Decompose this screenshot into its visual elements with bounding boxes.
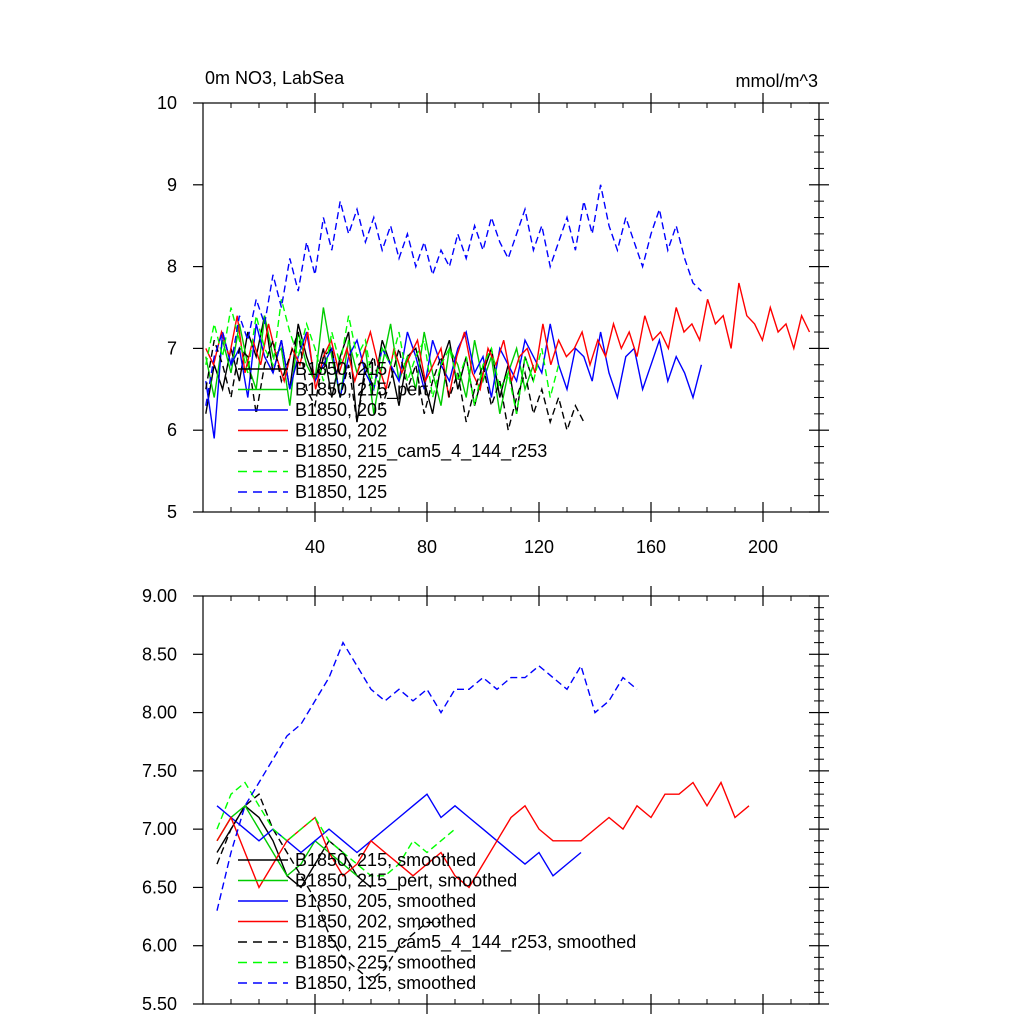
bottom-legend-label-5: B1850, 225, smoothed <box>295 953 476 973</box>
bottom-y-tick-label-1: 6.00 <box>142 936 177 956</box>
top-legend-label-0: B1850, 215 <box>295 359 387 379</box>
bottom-series-line-3 <box>216 780 750 889</box>
bottom-y-tick-label-0: 5.50 <box>142 994 177 1014</box>
bottom-series-line-4 <box>216 793 441 982</box>
bottom-y-tick-label-7: 9.00 <box>142 586 177 606</box>
bottom-axes: 5.50 6.00 6.50 7.00 7.50 8.00 8.50 9.00 <box>142 586 829 1014</box>
bottom-legend-label-6: B1850, 125, smoothed <box>295 973 476 993</box>
bottom-legend-label-1: B1850, 215_pert, smoothed <box>295 871 517 892</box>
bottom-legend-label-0: B1850, 215, smoothed <box>295 850 476 870</box>
bottom-y-tick-label-6: 8.50 <box>142 644 177 664</box>
top-series-line-3 <box>205 282 811 398</box>
bottom-y-tick-label-5: 8.00 <box>142 703 177 723</box>
top-y-tick-label-0: 5 <box>167 502 177 522</box>
top-x-tick-label-0: 40 <box>305 537 325 557</box>
top-x-tick-label-2: 120 <box>524 537 554 557</box>
top-axes: 40 80 120 160 200 5 6 7 8 9 10 <box>157 93 829 557</box>
top-series-layer <box>205 184 811 439</box>
top-y-tick-label-1: 6 <box>167 420 177 440</box>
bottom-legend-label-3: B1850, 202, smoothed <box>295 912 476 932</box>
top-series-line-6 <box>205 184 702 406</box>
top-y-tick-label-2: 7 <box>167 338 177 358</box>
bottom-y-tick-label-2: 6.50 <box>142 877 177 897</box>
top-legend-label-2: B1850, 205 <box>295 400 387 420</box>
bottom-y-tick-label-3: 7.00 <box>142 819 177 839</box>
bottom-legend-label-4: B1850, 215_cam5_4_144_r253, smoothed <box>295 932 636 953</box>
top-legend-label-5: B1850, 225 <box>295 462 387 482</box>
bottom-series-line-5 <box>216 781 456 877</box>
bottom-series-layer <box>216 641 750 982</box>
bottom-y-tick-label-4: 7.50 <box>142 761 177 781</box>
top-x-tick-label-3: 160 <box>636 537 666 557</box>
chart-units-label: mmol/m^3 <box>736 71 818 91</box>
top-legend-label-6: B1850, 125 <box>295 482 387 502</box>
bottom-series-line-1 <box>216 804 358 877</box>
top-series-line-5 <box>205 299 560 414</box>
top-legend-label-3: B1850, 202 <box>295 421 387 441</box>
top-y-tick-label-3: 8 <box>167 257 177 277</box>
bottom-series-line-6 <box>216 641 638 911</box>
bottom-legend-label-2: B1850, 205, smoothed <box>295 891 476 911</box>
top-series-line-4 <box>205 331 585 433</box>
top-chart: 0m NO3, LabSea mmol/m^3 40 80 120 160 200 5 6 7… <box>157 68 829 557</box>
top-legend-label-4: B1850, 215_cam5_4_144_r253 <box>295 441 547 462</box>
top-y-tick-label-5: 10 <box>157 93 177 113</box>
top-x-tick-label-4: 200 <box>748 537 778 557</box>
chart-title-left: 0m NO3, LabSea <box>205 68 345 88</box>
top-legend-label-1: B1850, 215_pert <box>295 380 428 401</box>
top-y-tick-label-4: 9 <box>167 175 177 195</box>
top-x-tick-label-1: 80 <box>417 537 437 557</box>
bottom-chart: 5.50 6.00 6.50 7.00 7.50 8.00 8.50 9.00 B1850, … <box>142 586 829 1014</box>
